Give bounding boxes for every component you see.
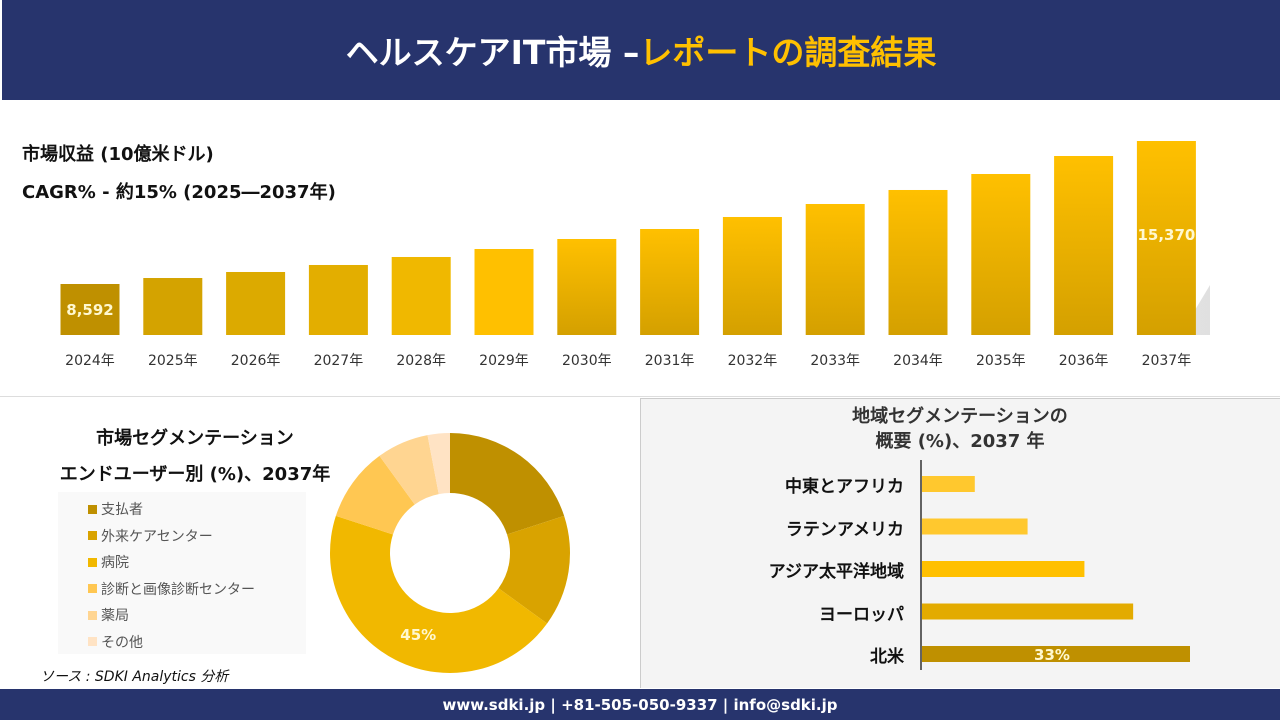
revenue-bar	[308, 264, 368, 335]
donut-legend: 支払者外来ケアセンター 病院診断と画像診断センター 薬局その他	[58, 492, 306, 654]
region-title: 地域セグメンテーションの 概要 (%)、2037 年	[640, 404, 1280, 454]
legend-swatch	[88, 531, 97, 541]
legend-swatch	[88, 610, 97, 620]
revenue-bar	[888, 189, 948, 335]
legend-label: 外来ケアセンター	[101, 528, 213, 545]
donut-title-1: 市場セグメンテーション	[96, 428, 294, 449]
year-tick-label: 2034年	[893, 353, 943, 369]
revenue-bar	[805, 203, 865, 335]
donut-slice	[330, 515, 548, 674]
revenue-label: 市場収益 (10億米ドル)	[22, 144, 214, 165]
revenue-bar	[226, 271, 286, 335]
year-tick-label: 2031年	[645, 353, 695, 369]
legend-item: その他	[88, 629, 306, 656]
year-tick-label: 2026年	[231, 353, 281, 369]
legend-swatch	[88, 584, 97, 594]
legend-item: 支払者	[88, 496, 306, 523]
bar-data-label: 33%	[1034, 646, 1070, 664]
divider	[0, 396, 1280, 397]
revenue-bar	[60, 284, 120, 335]
region-bar	[922, 561, 1085, 577]
year-tick-label: 2027年	[314, 353, 364, 369]
slice-data-label: 45%	[400, 626, 436, 644]
region-bar	[922, 518, 1028, 535]
legend-label: 支払者	[101, 502, 143, 519]
year-tick-label: 2035年	[976, 353, 1026, 369]
source-note: ソース : SDKI Analytics 分析	[40, 669, 229, 685]
revenue-bar	[143, 278, 203, 335]
year-tick-label: 2029年	[479, 353, 529, 369]
year-tick-label: 2030年	[562, 353, 612, 369]
legend-swatch	[88, 637, 97, 647]
footer-contact: www.sdki.jp | +81-505-050-9337 | info@sd…	[0, 689, 1280, 720]
revenue-bar	[1136, 141, 1196, 335]
donut-slice	[498, 515, 570, 624]
region-label: アジア太平洋地域	[768, 562, 904, 582]
title-main: ヘルスケアIT市場 –	[345, 33, 640, 72]
region-bar-chart: 33%	[920, 460, 1190, 670]
year-tick-label: 2024年	[65, 353, 115, 369]
revenue-bar	[391, 256, 451, 335]
title-highlight: レポートの調査結果	[639, 33, 937, 72]
legend-label: 診断と画像診断センター	[101, 581, 255, 598]
donut-title-2: エンドユーザー別 (%)、2037年	[59, 464, 331, 485]
year-tick-label: 2036年	[1059, 353, 1109, 369]
legend-item: 外来ケアセンター	[88, 523, 306, 550]
year-tick-label: 2032年	[728, 353, 778, 369]
end-user-donut-chart: 45%	[330, 433, 570, 674]
revenue-bar	[971, 173, 1031, 335]
revenue-bar	[1054, 156, 1114, 335]
legend-label: 病院	[101, 555, 129, 572]
revenue-bar	[557, 238, 617, 335]
year-tick-label: 2028年	[396, 353, 446, 369]
region-bar	[922, 646, 1190, 662]
revenue-bar	[474, 248, 534, 335]
revenue-bar	[640, 228, 700, 335]
donut-slice	[450, 433, 565, 535]
cagr-label: CAGR% - 約15% (2025―2037年)	[22, 182, 336, 203]
legend-item: 診断と画像診断センター	[88, 576, 306, 603]
legend-swatch	[88, 504, 97, 514]
legend-item: 病院	[88, 549, 306, 576]
year-tick-label: 2033年	[810, 353, 860, 369]
revenue-bar-chart: 2024年 8,592 2025年 2026年 2027年 2028年 2029年 2030年…	[60, 141, 1210, 369]
header-banner: ヘルスケアIT市場 – レポートの調査結果	[2, 0, 1280, 100]
region-label: ヨーロッパ	[819, 604, 904, 625]
region-title-1: 地域セグメンテーションの	[852, 406, 1068, 427]
donut-slice	[335, 455, 415, 535]
donut-slice	[379, 435, 439, 505]
donut-slice	[427, 433, 450, 495]
legend-swatch	[88, 557, 97, 567]
region-panel	[640, 398, 1280, 688]
legend-item: 薬局	[88, 602, 306, 629]
legend-label: その他	[101, 634, 143, 651]
legend-label: 薬局	[101, 608, 129, 625]
year-tick-label: 2037年	[1142, 353, 1192, 369]
region-title-2: 概要 (%)、2037 年	[875, 431, 1045, 452]
region-label: 中東とアフリカ	[785, 477, 904, 497]
year-tick-label: 2025年	[148, 353, 198, 369]
region-bar	[922, 603, 1134, 620]
region-label: ラテンアメリカ	[785, 519, 904, 540]
revenue-bar	[722, 216, 782, 335]
bar-data-label: 15,370	[1137, 226, 1195, 244]
region-bar	[922, 476, 975, 492]
region-label: 北米	[870, 647, 904, 667]
bar-data-label: 8,592	[66, 301, 113, 319]
